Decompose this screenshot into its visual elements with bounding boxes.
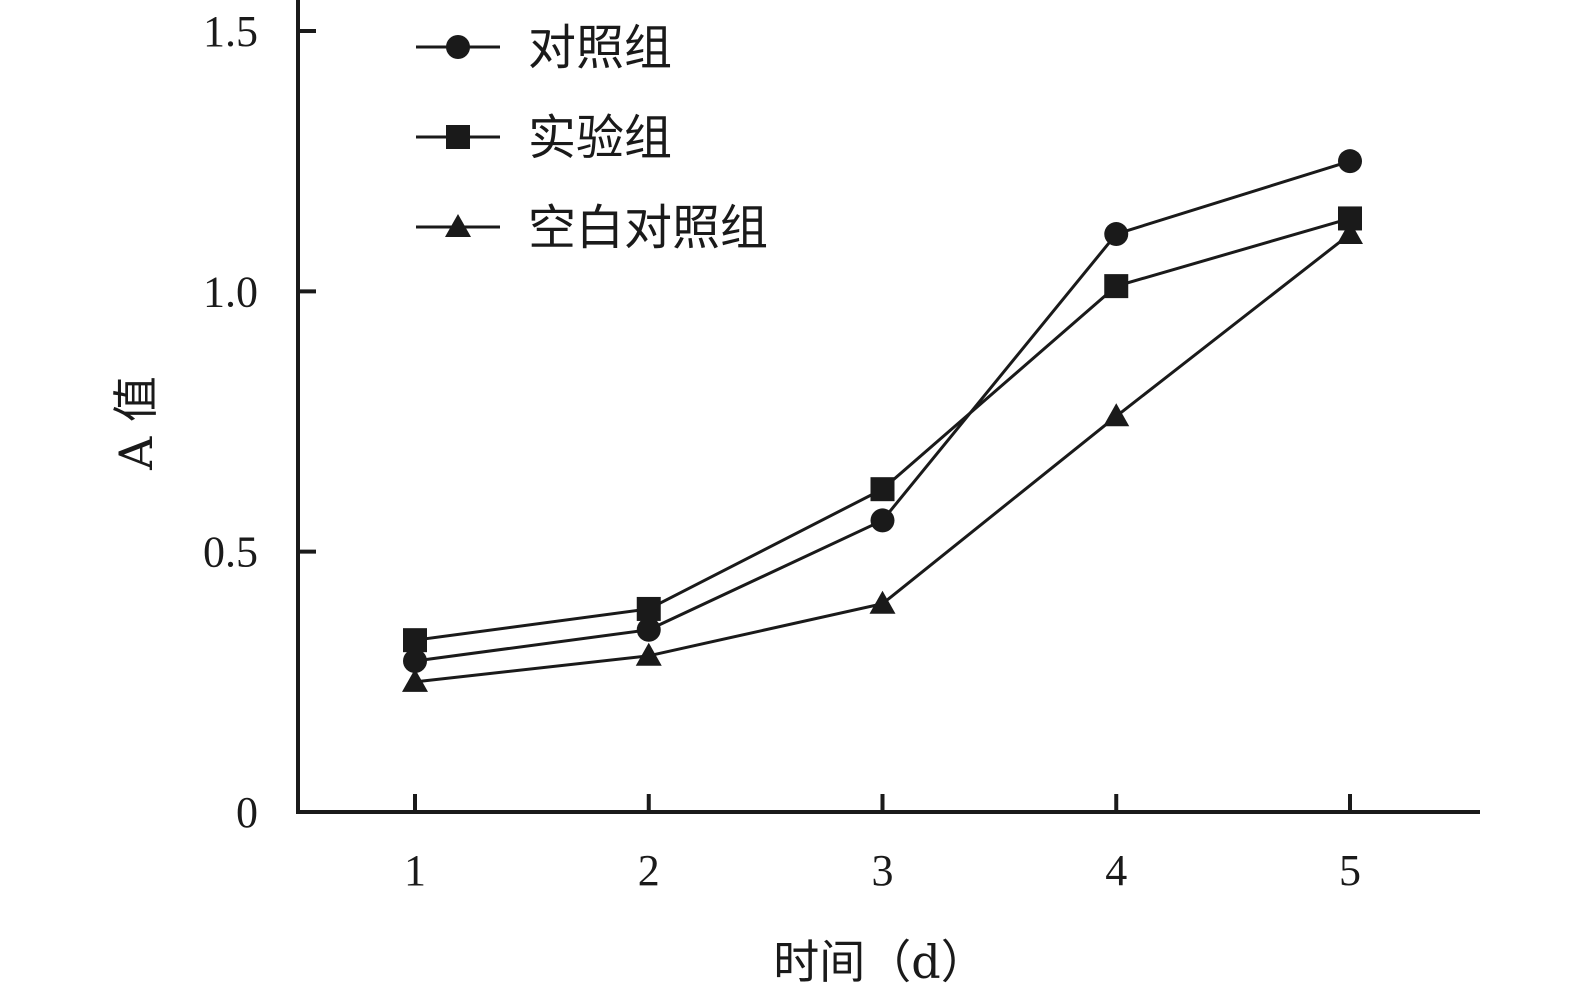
y-tick-label: 1.0: [203, 267, 258, 316]
data-point-circle: [1104, 222, 1129, 247]
data-point-triangle: [402, 668, 428, 692]
data-point-triangle: [635, 642, 662, 666]
data-point-circle: [870, 508, 895, 533]
legend-entry: 对照组: [416, 20, 672, 76]
data-point-square: [403, 628, 427, 653]
x-tick-label: 1: [404, 846, 426, 895]
x-axis-title: 时间（d）: [773, 935, 986, 989]
data-point-circle: [636, 617, 661, 642]
series-line: [414, 216, 1351, 642]
data-point-triangle: [1337, 221, 1363, 245]
y-tick-label: 0: [236, 788, 258, 837]
y-tick-label: 1.5: [203, 7, 258, 56]
legend-label: 对照组: [528, 20, 672, 76]
data-point-square: [1104, 274, 1129, 299]
data-point-circle: [1338, 149, 1362, 174]
series-3: [402, 221, 1363, 692]
legend-entry: 实验组: [416, 110, 672, 166]
series-1: [403, 149, 1362, 674]
axes: [296, 0, 1480, 814]
legend-entry: 空白对照组: [416, 200, 768, 256]
data-point-triangle: [869, 590, 896, 614]
x-tick-label: 2: [638, 846, 660, 895]
legend-label: 空白对照组: [528, 200, 768, 256]
legend-label: 实验组: [528, 110, 672, 166]
x-tick-label: 4: [1105, 846, 1127, 895]
x-ticks: 1 2 3 4 5: [404, 794, 1361, 895]
x-tick-label: 3: [872, 846, 894, 895]
series-layer: [402, 149, 1363, 692]
series-line: [414, 232, 1351, 684]
y-tick-label: 0.5: [203, 528, 258, 577]
legend-marker-triangle: [445, 214, 471, 237]
y-axis-title: A 值: [109, 376, 163, 471]
legend-marker-square: [446, 125, 470, 149]
data-point-circle: [403, 649, 427, 674]
x-tick-label: 5: [1339, 846, 1361, 895]
data-point-triangle: [1103, 403, 1130, 427]
y-ticks: 0 0.5 1.0 1.5: [203, 7, 316, 837]
legend-marker-circle: [446, 35, 470, 59]
series-2: [403, 206, 1362, 653]
data-point-square: [870, 477, 895, 502]
data-point-square: [636, 596, 661, 621]
